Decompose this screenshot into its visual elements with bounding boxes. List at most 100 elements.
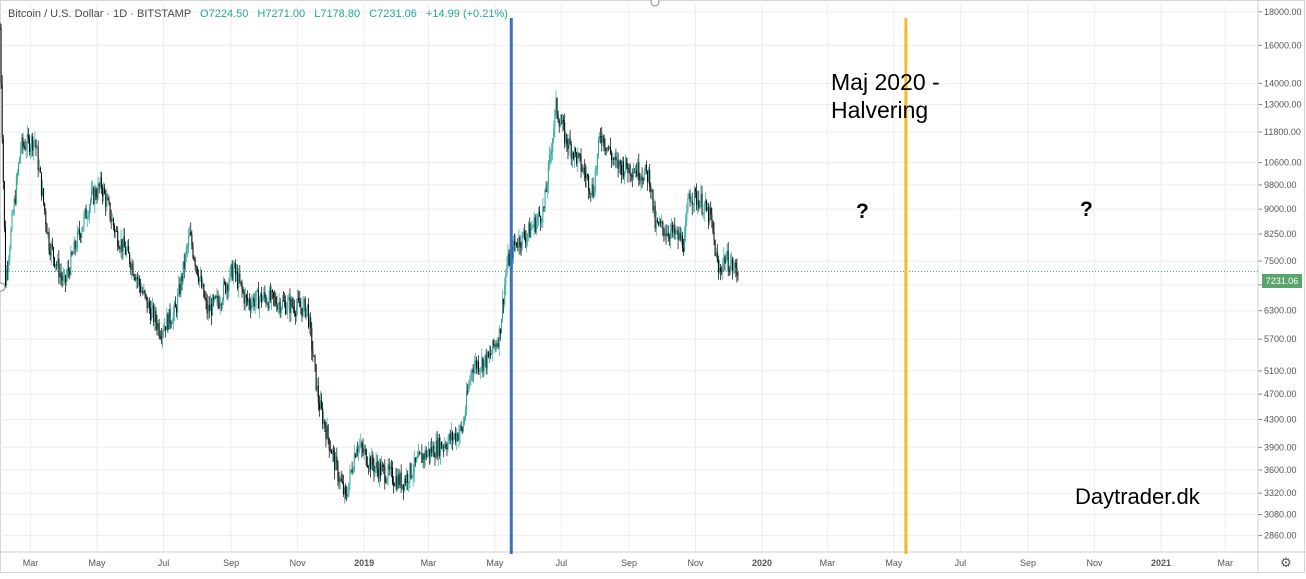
question-mark-1: ? <box>856 200 869 223</box>
candle-body <box>279 302 281 313</box>
candle <box>535 213 537 236</box>
candle-body <box>270 290 272 301</box>
candle-body <box>62 276 64 281</box>
candle <box>20 141 22 164</box>
candle-body <box>141 290 143 293</box>
candle-body <box>241 283 243 290</box>
candle-body <box>550 154 552 156</box>
candle <box>191 230 193 250</box>
candle <box>689 189 691 208</box>
candle <box>434 452 436 466</box>
candle-body <box>240 281 242 284</box>
candle <box>697 190 699 215</box>
candle-body <box>358 446 360 452</box>
candle <box>245 293 247 307</box>
y-tick-label: 10600.00 <box>1264 158 1302 168</box>
candle-body <box>304 298 306 317</box>
candle <box>605 147 607 156</box>
candle-body <box>267 303 269 309</box>
candle-body <box>592 184 594 197</box>
candle-body <box>176 307 178 313</box>
candle <box>405 474 407 487</box>
candle <box>733 257 735 275</box>
candle <box>46 222 48 235</box>
candle <box>229 266 231 283</box>
halving-line-1: Maj 2020 - <box>831 69 940 95</box>
candle <box>303 296 305 312</box>
candle <box>257 282 259 309</box>
candle <box>687 193 689 214</box>
candle <box>261 287 263 308</box>
candle <box>499 328 501 341</box>
candle-body <box>32 136 34 151</box>
candle <box>238 267 240 298</box>
candle-body <box>268 290 270 309</box>
candle <box>597 136 599 160</box>
candle-body <box>44 203 46 212</box>
candle-body <box>566 134 568 145</box>
candle <box>354 452 356 459</box>
candle <box>290 295 292 322</box>
candle-body <box>419 452 421 454</box>
candle-body <box>582 167 584 171</box>
candle <box>139 275 141 293</box>
candle-body <box>494 344 496 347</box>
candle <box>560 114 562 125</box>
candle <box>200 266 202 282</box>
candle <box>569 130 571 145</box>
candle-body <box>290 298 292 314</box>
question-mark-2: ? <box>1080 198 1093 221</box>
x-tick-label: May <box>486 558 504 568</box>
candle <box>712 220 714 235</box>
candle <box>297 289 299 316</box>
candle-body <box>334 452 336 471</box>
candle-body <box>645 164 647 171</box>
x-tick-label: Mar <box>1218 558 1234 568</box>
candle-body <box>210 303 212 316</box>
candle-body <box>410 463 412 478</box>
candle <box>333 444 335 462</box>
candle <box>242 286 244 294</box>
candle <box>710 201 712 221</box>
candle-body <box>226 284 228 293</box>
candle <box>456 428 458 450</box>
candle <box>176 304 178 318</box>
candle <box>293 299 295 317</box>
candle <box>609 137 611 155</box>
candle-body <box>636 170 638 177</box>
candle <box>385 475 387 484</box>
candle <box>24 138 26 152</box>
candle-body <box>63 275 65 277</box>
change-value: +14.99 (+0.21%) <box>425 8 508 20</box>
candle <box>21 134 23 154</box>
candle <box>667 225 669 242</box>
candle <box>583 159 585 182</box>
candle <box>219 296 221 315</box>
candle-body <box>553 127 555 139</box>
gear-icon[interactable]: ⚙ <box>1280 555 1292 570</box>
candle-body <box>384 466 386 483</box>
candle-body <box>676 230 678 233</box>
candle-body <box>11 213 13 230</box>
candle <box>227 282 229 301</box>
candle-body <box>204 297 206 299</box>
candle-body <box>355 449 357 458</box>
candle-body <box>192 245 194 257</box>
candle <box>240 281 242 287</box>
candle-body <box>18 162 20 174</box>
candle <box>420 452 422 455</box>
candle-body <box>521 231 523 248</box>
candle-body <box>196 267 198 276</box>
candle-body <box>70 252 72 275</box>
candle-body <box>642 179 644 181</box>
candle-body <box>116 230 118 232</box>
candle-body <box>504 285 506 304</box>
candle-body <box>420 453 422 455</box>
candle <box>316 378 318 397</box>
candle <box>584 163 586 188</box>
candle-body <box>45 211 47 225</box>
candle <box>641 167 643 188</box>
candle-body <box>35 140 37 148</box>
